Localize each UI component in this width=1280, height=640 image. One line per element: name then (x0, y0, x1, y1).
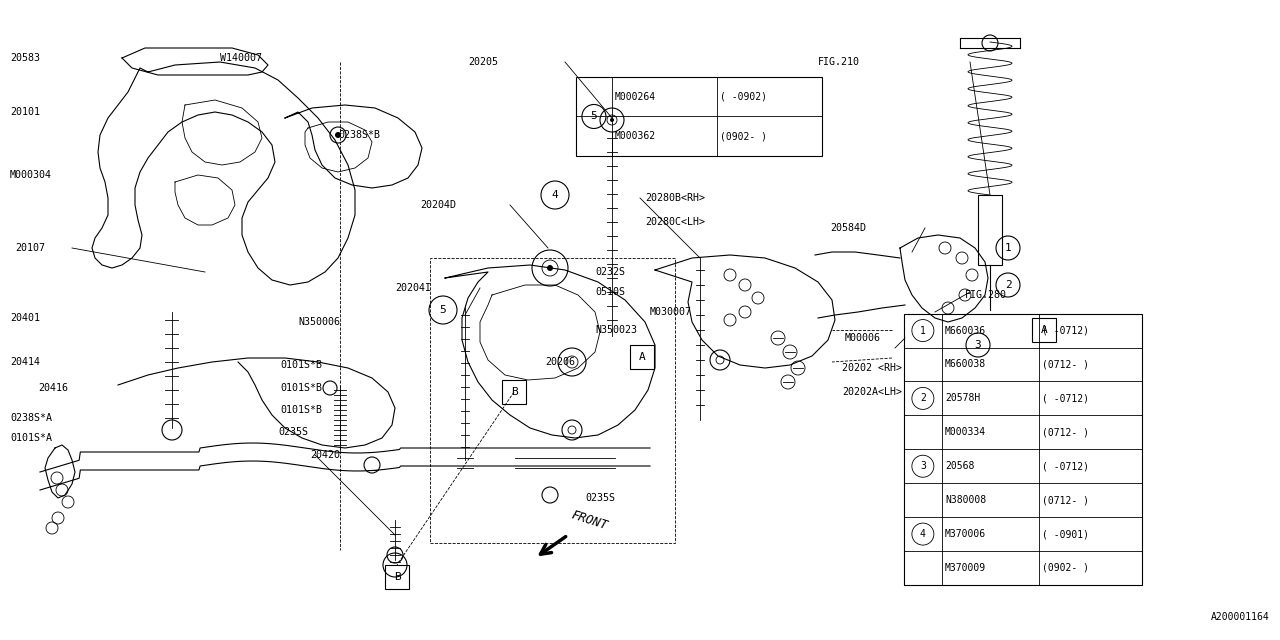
Text: 20202A<LH>: 20202A<LH> (842, 387, 902, 397)
Text: 20280C<LH>: 20280C<LH> (645, 217, 705, 227)
Circle shape (611, 118, 614, 122)
Bar (630, 345, 654, 369)
Text: 0238S*A: 0238S*A (10, 413, 52, 423)
Text: 3: 3 (920, 461, 925, 471)
Text: N380008: N380008 (945, 495, 986, 505)
Circle shape (335, 132, 340, 138)
Text: M000304: M000304 (10, 170, 52, 180)
Text: M000264: M000264 (614, 92, 655, 102)
Text: ( -0712): ( -0712) (1042, 326, 1089, 335)
Text: 5: 5 (439, 305, 447, 315)
Text: M370006: M370006 (945, 529, 986, 539)
Text: 0235S: 0235S (278, 427, 308, 437)
Text: 4: 4 (552, 190, 558, 200)
Text: 20204D: 20204D (420, 200, 456, 210)
Text: 20578H: 20578H (945, 394, 980, 403)
Text: 2: 2 (920, 394, 925, 403)
Text: 0101S*B: 0101S*B (280, 360, 323, 370)
Bar (904, 314, 1142, 585)
Text: 20206: 20206 (545, 357, 575, 367)
Text: ( -0712): ( -0712) (1042, 394, 1089, 403)
Text: B: B (394, 572, 401, 582)
Text: M660038: M660038 (945, 360, 986, 369)
Text: 0101S*B: 0101S*B (280, 383, 323, 393)
Text: 0238S*B: 0238S*B (338, 130, 380, 140)
Text: 20583: 20583 (10, 53, 40, 63)
Bar (430, 258, 675, 543)
Text: 20568: 20568 (945, 461, 974, 471)
Text: 20584D: 20584D (829, 223, 867, 233)
Text: (0902- ): (0902- ) (719, 131, 767, 141)
Text: M030007: M030007 (650, 307, 692, 317)
Text: 20416: 20416 (38, 383, 68, 393)
Text: ( -0712): ( -0712) (1042, 461, 1089, 471)
Text: 4: 4 (920, 529, 925, 539)
Text: W140007: W140007 (220, 53, 262, 63)
Text: 2: 2 (1005, 280, 1011, 290)
Text: 0510S: 0510S (595, 287, 625, 297)
Text: 20101: 20101 (10, 107, 40, 117)
Text: 3: 3 (974, 340, 982, 350)
Text: 20414: 20414 (10, 357, 40, 367)
Text: FIG.210: FIG.210 (818, 57, 860, 67)
Text: A: A (1041, 325, 1047, 335)
Bar (576, 77, 822, 156)
Text: M660036: M660036 (945, 326, 986, 335)
Text: A200001164: A200001164 (1211, 612, 1270, 622)
Text: 20202 <RH>: 20202 <RH> (842, 363, 902, 373)
Text: 20280B<RH>: 20280B<RH> (645, 193, 705, 203)
Text: FRONT: FRONT (570, 508, 609, 532)
Bar (1032, 318, 1056, 342)
Text: ( -0902): ( -0902) (719, 92, 767, 102)
Text: 0101S*A: 0101S*A (10, 433, 52, 443)
Text: (0712- ): (0712- ) (1042, 428, 1089, 437)
Text: N350023: N350023 (595, 325, 637, 335)
Text: A: A (639, 352, 645, 362)
Text: ( -0901): ( -0901) (1042, 529, 1089, 539)
Text: 20420: 20420 (310, 450, 340, 460)
Bar (502, 380, 526, 404)
Text: 1: 1 (1005, 243, 1011, 253)
Text: M000362: M000362 (614, 131, 655, 141)
Text: 20401: 20401 (10, 313, 40, 323)
Text: 0232S: 0232S (595, 267, 625, 277)
Text: (0902- ): (0902- ) (1042, 563, 1089, 573)
Text: 20204I: 20204I (396, 283, 431, 293)
Text: N350006: N350006 (298, 317, 340, 327)
Text: (0712- ): (0712- ) (1042, 360, 1089, 369)
Text: FIG.280: FIG.280 (965, 290, 1007, 300)
Text: M00006: M00006 (845, 333, 881, 343)
Text: 0235S: 0235S (585, 493, 614, 503)
Circle shape (547, 265, 553, 271)
Text: 1: 1 (920, 326, 925, 335)
Text: (0712- ): (0712- ) (1042, 495, 1089, 505)
Text: M000334: M000334 (945, 428, 986, 437)
Bar (385, 565, 410, 589)
Bar (978, 195, 1002, 265)
Text: 20205: 20205 (468, 57, 498, 67)
Text: M370009: M370009 (945, 563, 986, 573)
Text: 20107: 20107 (15, 243, 45, 253)
Text: B: B (511, 387, 517, 397)
Text: 5: 5 (590, 111, 598, 122)
Text: 0101S*B: 0101S*B (280, 405, 323, 415)
